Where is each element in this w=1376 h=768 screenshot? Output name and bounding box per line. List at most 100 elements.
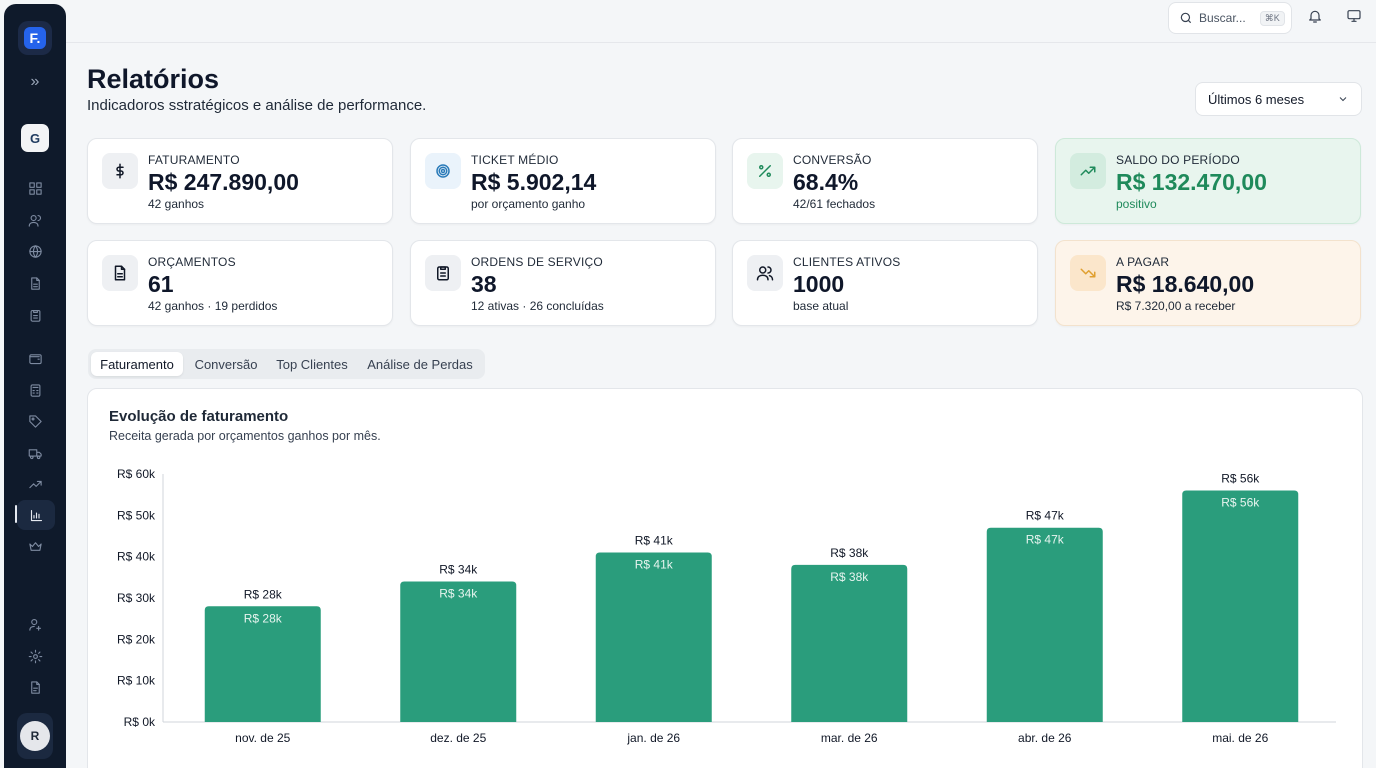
sidebar: F. » G R (4, 4, 66, 768)
bar-inner-label: R$ 47k (1026, 533, 1065, 547)
search-shortcut: ⌘K (1259, 10, 1285, 26)
clipboard-icon[interactable] (23, 303, 47, 327)
card-sub: 12 ativas · 26 concluídas (471, 299, 604, 313)
trending-up-icon (1070, 153, 1106, 189)
brand-logo[interactable]: G (21, 124, 49, 152)
users-icon[interactable] (23, 208, 47, 232)
card-label: TICKET MÉDIO (471, 153, 559, 167)
card-sub: R$ 7.320,00 a receber (1116, 299, 1236, 313)
bar-value-label: R$ 47k (1026, 509, 1065, 523)
x-tick-label: mai. de 26 (1212, 731, 1268, 745)
x-tick-label: mar. de 26 (821, 731, 878, 745)
card-label: SALDO DO PERÍODO (1116, 153, 1240, 167)
grid-icon[interactable] (23, 176, 47, 200)
card-label: CONVERSÃO (793, 153, 872, 167)
bar-inner-label: R$ 28k (244, 611, 283, 625)
x-tick-label: abr. de 26 (1018, 731, 1072, 745)
active-indicator (15, 505, 17, 523)
kpi-card-saldo: SALDO DO PERÍODO R$ 132.470,00 positivo (1055, 138, 1361, 224)
logo-letter: F. (24, 27, 46, 49)
bar (986, 527, 1103, 722)
kpi-card-ordens-servico: ORDENS DE SERVIÇO 38 12 ativas · 26 conc… (410, 240, 716, 326)
wallet-icon[interactable] (23, 346, 47, 370)
file-icon[interactable] (23, 271, 47, 295)
document-icon[interactable] (23, 675, 47, 699)
period-select-value: Últimos 6 meses (1208, 91, 1305, 107)
bar (791, 564, 908, 722)
kpi-card-orcamentos: ORÇAMENTOS 61 42 ganhos · 19 perdidos (87, 240, 393, 326)
y-tick-label: R$ 50k (117, 508, 156, 522)
tab-analise-perdas[interactable]: Análise de Perdas (367, 356, 473, 372)
bell-icon[interactable] (1307, 8, 1325, 26)
chart-subtitle: Receita gerada por orçamentos ganhos por… (109, 429, 381, 443)
bar-inner-label: R$ 56k (1221, 496, 1260, 510)
globe-icon[interactable] (23, 239, 47, 263)
user-settings-icon[interactable] (23, 612, 47, 636)
card-label: ORDENS DE SERVIÇO (471, 255, 603, 269)
card-value: 1000 (793, 271, 845, 297)
calculator-icon[interactable] (23, 378, 47, 402)
topbar: Buscar... ⌘K (66, 0, 1376, 43)
clipboard-icon (425, 255, 461, 291)
card-label: CLIENTES ATIVOS (793, 255, 901, 269)
monitor-icon[interactable] (1346, 8, 1364, 26)
y-tick-label: R$ 40k (117, 550, 156, 564)
card-sub: base atual (793, 299, 849, 313)
page-title: Relatórios (87, 64, 220, 94)
revenue-bar-chart: R$ 0k R$ 10k R$ 20k R$ 30k R$ 40k R$ 50k R$ 60… (117, 467, 1336, 745)
bar-value-label: R$ 41k (635, 534, 674, 548)
bar-value-label: R$ 34k (439, 562, 478, 576)
chevrons-right-icon[interactable]: » (30, 73, 40, 90)
bar-chart-icon[interactable] (17, 500, 55, 530)
card-label: ORÇAMENTOS (148, 255, 236, 269)
card-value: R$ 132.470,00 (1116, 169, 1267, 195)
gear-icon[interactable] (23, 644, 47, 668)
trending-up-icon[interactable] (23, 472, 47, 496)
y-tick-label: R$ 10k (117, 674, 156, 688)
bar (595, 552, 712, 722)
dollar-icon (102, 153, 138, 189)
kpi-card-faturamento: FATURAMENTO R$ 247.890,00 42 ganhos (87, 138, 393, 224)
brand-letter: G (29, 130, 41, 146)
kpi-card-ticket-medio: TICKET MÉDIO R$ 5.902,14 por orçamento g… (410, 138, 716, 224)
chart-title: Evolução de faturamento (109, 408, 289, 425)
search-icon (1180, 12, 1192, 24)
file-text-icon (102, 255, 138, 291)
card-sub: 42 ganhos · 19 perdidos (148, 299, 278, 313)
tab-faturamento[interactable]: Faturamento (91, 352, 183, 376)
card-value: 68.4% (793, 169, 859, 195)
page-subtitle: Indicadoros sstratégicos e análise de pe… (87, 97, 427, 114)
card-sub: positivo (1116, 197, 1157, 211)
y-tick-label: R$ 30k (117, 591, 156, 605)
card-value: R$ 247.890,00 (148, 169, 299, 195)
app-logo[interactable]: F. (18, 21, 52, 55)
users-icon (747, 255, 783, 291)
tab-conversao[interactable]: Conversão (194, 356, 258, 372)
y-tick-label: R$ 60k (117, 467, 156, 481)
bar-value-label: R$ 28k (244, 587, 283, 601)
card-sub: por orçamento ganho (471, 197, 586, 211)
bar (204, 606, 321, 722)
tab-top-clientes[interactable]: Top Clientes (276, 356, 348, 372)
bar (1182, 490, 1299, 722)
percent-icon (747, 153, 783, 189)
card-label: A PAGAR (1116, 255, 1170, 269)
tag-icon[interactable] (23, 409, 47, 433)
chevron-down-icon (1339, 97, 1347, 102)
user-menu[interactable]: R (17, 713, 53, 759)
y-tick-label: R$ 0k (124, 715, 156, 729)
trending-down-icon (1070, 255, 1106, 291)
report-tabs: Faturamento Conversão Top Clientes Análi… (88, 349, 485, 379)
card-sub: 42 ganhos (148, 197, 205, 211)
card-value: 38 (471, 271, 497, 297)
search-input[interactable]: Buscar... ⌘K (1168, 2, 1292, 34)
crown-icon[interactable] (23, 534, 47, 558)
truck-icon[interactable] (23, 441, 47, 465)
bar-inner-label: R$ 41k (635, 558, 674, 572)
avatar: R (20, 721, 50, 751)
kpi-card-clientes-ativos: CLIENTES ATIVOS 1000 base atual (732, 240, 1038, 326)
period-select[interactable]: Últimos 6 meses (1195, 82, 1362, 116)
bar (400, 581, 517, 722)
y-tick-label: R$ 20k (117, 632, 156, 646)
kpi-card-a-pagar: A PAGAR R$ 18.640,00 R$ 7.320,00 a receb… (1055, 240, 1361, 326)
